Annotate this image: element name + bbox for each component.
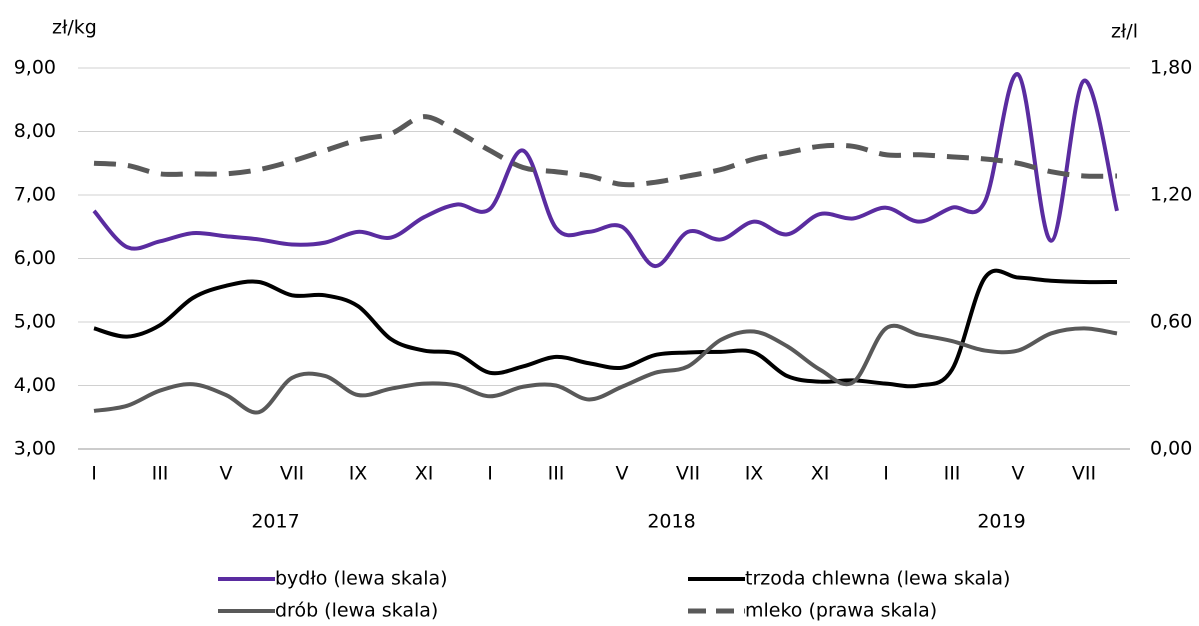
y-tick-label: 3,00: [14, 438, 56, 460]
x-tick-label: VII: [676, 463, 700, 485]
y2-tick-label: 0,60: [1150, 311, 1192, 333]
x-tick-label: III: [152, 463, 169, 485]
x-tick-label: V: [616, 463, 629, 485]
x-tick-label: I: [487, 463, 493, 485]
series-line: [93, 323, 1118, 415]
y-tick-label: 7,00: [14, 184, 56, 206]
y-tick-label: 8,00: [14, 120, 56, 142]
y2-tick-label: 0,00: [1150, 438, 1192, 460]
y2-tick-label: 1,20: [1150, 184, 1192, 206]
year-label: 2018: [647, 511, 695, 533]
y-tick-label: 9,00: [14, 57, 56, 79]
x-tick-label: VII: [280, 463, 304, 485]
series-line: [93, 114, 1118, 188]
legend-label: trzoda chlewna (lewa skala): [745, 568, 1010, 590]
x-tick-label: V: [1012, 463, 1025, 485]
y-tick-label: 6,00: [14, 247, 56, 269]
x-tick-label: IX: [745, 463, 764, 485]
x-tick-label: XI: [415, 463, 434, 485]
y-tick-label: 4,00: [14, 374, 56, 396]
y-axis-title: zł/kg: [52, 17, 97, 39]
x-tick-label: I: [91, 463, 97, 485]
legend-label: bydło (lewa skala): [275, 568, 448, 590]
x-tick-label: V: [220, 463, 233, 485]
series-line: [93, 268, 1118, 389]
x-tick-label: IX: [349, 463, 368, 485]
y2-tick-label: 1,80: [1150, 57, 1192, 79]
x-tick-label: III: [548, 463, 565, 485]
legend-label: drób (lewa skala): [275, 600, 438, 622]
legend-label: mleko (prawa skala): [745, 600, 937, 622]
y-tick-label: 5,00: [14, 311, 56, 333]
x-tick-label: XI: [811, 463, 830, 485]
y2-axis-title: zł/l: [1111, 21, 1138, 43]
year-label: 2019: [977, 511, 1025, 533]
x-tick-label: III: [944, 463, 961, 485]
x-tick-label: VII: [1072, 463, 1096, 485]
year-label: 2017: [251, 511, 299, 533]
series-line: [92, 72, 1119, 269]
x-tick-label: I: [883, 463, 889, 485]
